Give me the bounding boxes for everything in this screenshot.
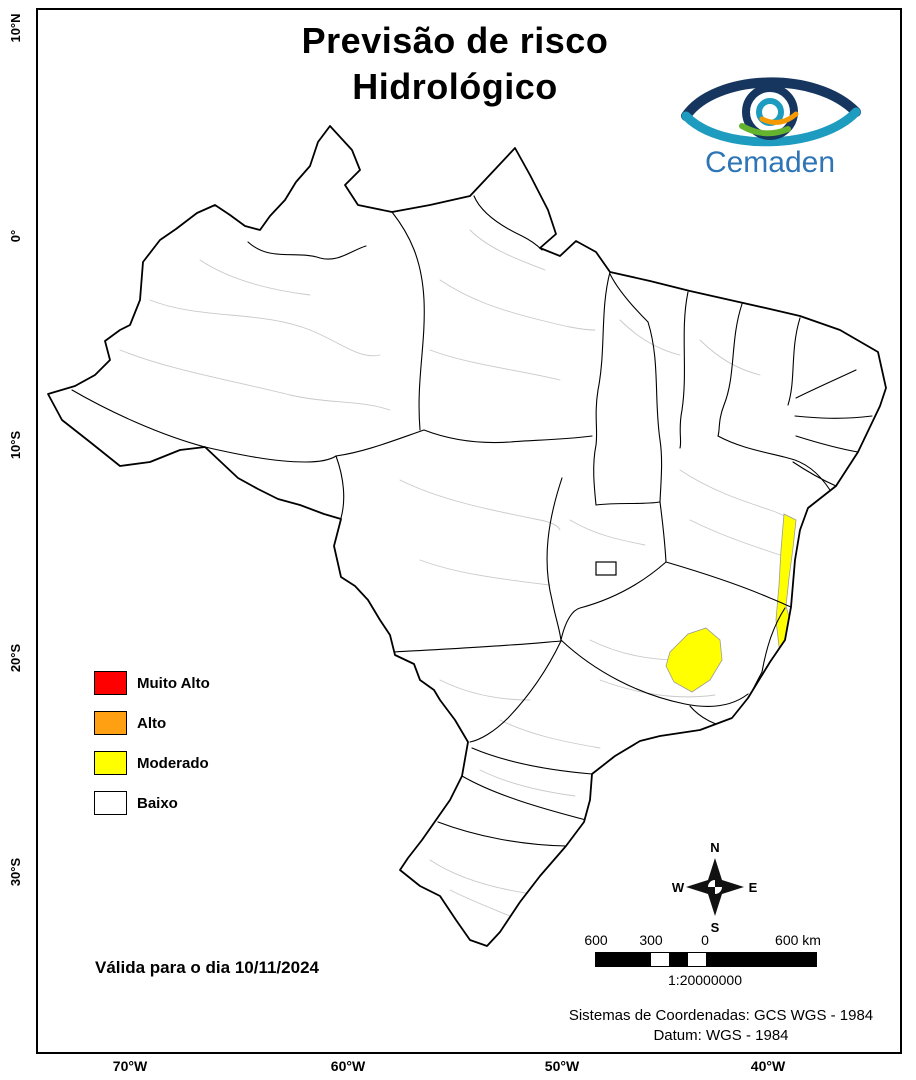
scale-segment	[706, 953, 816, 966]
risk-area-minas-gerais	[665, 627, 723, 693]
coordinate-system-line: Sistemas de Coordenadas: GCS WGS - 1984	[568, 1007, 874, 1024]
lon-label-50w: 50°W	[544, 1058, 580, 1074]
lat-label-30s: 30°S	[8, 857, 23, 887]
lat-label-0: 0°	[8, 229, 23, 243]
validity-note: Válida para o dia 10/11/2024	[95, 958, 319, 977]
legend-item-baixo: Baixo	[94, 790, 210, 816]
compass-rose-icon: N W E S	[672, 840, 758, 935]
scale-segment	[688, 953, 706, 966]
lon-label-70w: 70°W	[112, 1058, 148, 1074]
legend-swatch-moderado	[94, 751, 127, 775]
lat-label-20s: 20°S	[8, 643, 23, 673]
legend-swatch-baixo	[94, 791, 127, 815]
title-line-2: Hidrológico	[352, 66, 558, 107]
legend-label-alto: Alto	[137, 714, 167, 732]
compass-w: W	[672, 880, 685, 895]
municipal-boundaries	[119, 229, 793, 926]
coordinate-system-note: Sistemas de Coordenadas: GCS WGS - 1984 …	[545, 1006, 897, 1046]
page-title: Previsão de risco Hidrológico	[190, 18, 720, 110]
legend-swatch-muito-alto	[94, 671, 127, 695]
cemaden-logo: Cemaden	[681, 77, 861, 179]
scale-label-0: 0	[701, 932, 709, 948]
state-boundaries	[71, 195, 873, 847]
title-line-1: Previsão de risco	[301, 20, 609, 61]
lon-label-40w: 40°W	[750, 1058, 786, 1074]
legend-label-moderado: Moderado	[137, 754, 209, 772]
lat-label-10n: 10°N	[8, 13, 23, 43]
brazil-outline	[47, 125, 887, 947]
scale-segment	[669, 953, 688, 966]
scale-ratio: 1:20000000	[668, 972, 742, 988]
cemaden-wordmark: Cemaden	[705, 146, 835, 179]
scale-label-600km: 600 km	[775, 932, 821, 948]
legend-item-alto: Alto	[94, 710, 210, 736]
scale-label-300: 300	[639, 932, 663, 948]
scale-label-600-left: 600	[584, 932, 608, 948]
legend-label-muito-alto: Muito Alto	[137, 674, 210, 692]
legend: Muito Alto Alto Moderado Baixo	[94, 670, 210, 830]
scale-segment	[651, 953, 669, 966]
brazil-landmass	[48, 126, 886, 946]
compass-e: E	[749, 880, 758, 895]
legend-swatch-alto	[94, 711, 127, 735]
scale-bar	[595, 952, 817, 967]
cemaden-eye-icon	[681, 77, 861, 147]
compass-s: S	[711, 920, 720, 935]
scale-segment	[596, 953, 651, 966]
lat-label-10s: 10°S	[8, 430, 23, 460]
legend-item-muito-alto: Muito Alto	[94, 670, 210, 696]
lon-label-60w: 60°W	[330, 1058, 366, 1074]
brazil-map	[47, 125, 887, 947]
compass-n: N	[710, 840, 719, 855]
datum-line: Datum: WGS - 1984	[653, 1027, 789, 1044]
legend-label-baixo: Baixo	[137, 794, 178, 812]
legend-item-moderado: Moderado	[94, 750, 210, 776]
distrito-federal-box	[595, 561, 617, 576]
